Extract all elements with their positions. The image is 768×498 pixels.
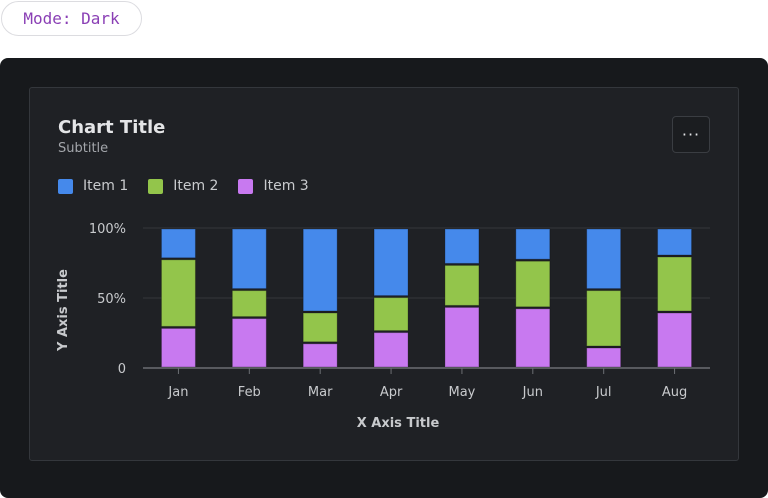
bar-item-2-jul <box>586 290 622 347</box>
bar-item-1-jun <box>515 228 551 260</box>
x-tick-label: Jul <box>595 385 612 400</box>
bar-item-1-jul <box>586 228 622 290</box>
mode-badge[interactable]: Mode: Dark <box>1 1 142 36</box>
bar-item-3-jul <box>586 347 622 368</box>
legend-label: Item 2 <box>173 178 219 194</box>
bar-item-3-may <box>444 306 480 368</box>
bar-item-2-may <box>444 264 480 306</box>
bar-item-1-mar <box>302 228 338 312</box>
legend-item-2[interactable]: Item 2 <box>148 178 218 194</box>
bar-item-3-jan <box>160 327 196 368</box>
more-horizontal-icon: ··· <box>681 125 701 144</box>
x-tick-label: Aug <box>662 385 687 400</box>
x-tick-label: May <box>448 385 475 400</box>
y-axis-title: Y Axis Title <box>56 269 71 352</box>
chart-title: Chart Title <box>58 117 166 138</box>
bar-item-2-apr <box>373 297 409 332</box>
x-tick-label: Jun <box>522 385 543 400</box>
chart-subtitle: Subtitle <box>58 141 109 156</box>
x-tick-label: Feb <box>238 385 261 400</box>
bar-item-1-aug <box>657 228 693 256</box>
bar-item-2-jan <box>160 259 196 327</box>
bar-item-3-aug <box>657 312 693 368</box>
x-tick-label: Apr <box>380 385 403 400</box>
y-tick-label: 50% <box>97 292 126 307</box>
legend-label: Item 1 <box>83 178 129 194</box>
x-axis-title: X Axis Title <box>357 416 440 431</box>
bar-item-1-may <box>444 228 480 264</box>
bar-item-2-feb <box>231 290 267 318</box>
legend: Item 1 Item 2 Item 3 <box>58 178 309 194</box>
bar-item-2-jun <box>515 260 551 308</box>
y-tick-label: 100% <box>89 222 126 237</box>
x-tick-label: Jan <box>167 385 188 400</box>
legend-swatch <box>238 178 254 194</box>
legend-item-3[interactable]: Item 3 <box>238 178 309 194</box>
bar-item-2-aug <box>657 256 693 312</box>
bar-item-1-jan <box>160 228 196 259</box>
bar-item-3-apr <box>373 332 409 368</box>
bar-item-1-apr <box>373 228 409 297</box>
more-options-button[interactable]: ··· <box>672 116 710 153</box>
x-tick-label: Mar <box>308 385 333 400</box>
bar-item-2-mar <box>302 312 338 343</box>
legend-swatch <box>148 178 164 194</box>
bar-item-3-feb <box>231 318 267 368</box>
y-tick-label: 0 <box>118 362 126 377</box>
legend-label: Item 3 <box>263 178 309 194</box>
bar-item-3-mar <box>302 343 338 368</box>
bar-item-3-jun <box>515 308 551 368</box>
legend-swatch <box>58 178 73 194</box>
bar-item-1-feb <box>231 228 267 290</box>
legend-item-1[interactable]: Item 1 <box>58 178 128 194</box>
